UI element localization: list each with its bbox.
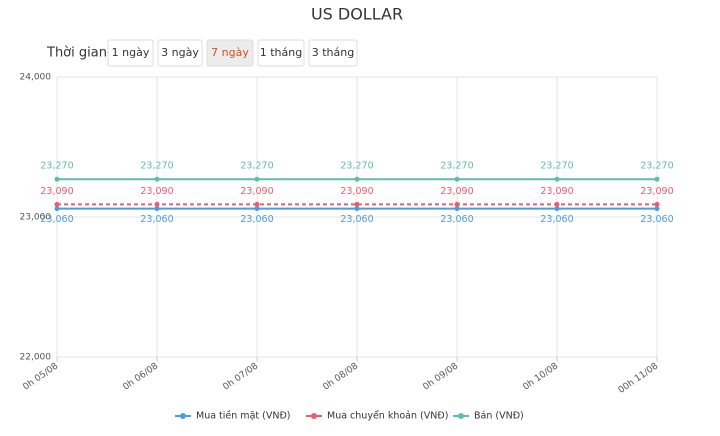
- range-button[interactable]: [257, 39, 305, 67]
- point: [354, 176, 360, 182]
- value-label: 23,270: [640, 161, 673, 172]
- range-button-label[interactable]: 3 ngày: [161, 46, 199, 59]
- value-label: 23,270: [340, 161, 373, 172]
- x-tick-label: 0h 05/08: [21, 361, 60, 392]
- point: [454, 176, 460, 182]
- value-label: 23,060: [540, 214, 573, 225]
- x-tick-label: 0h 07/08: [221, 361, 260, 392]
- value-label: 23,060: [40, 214, 73, 225]
- point: [154, 206, 160, 212]
- value-label: 23,090: [240, 186, 273, 197]
- point: [154, 201, 160, 207]
- legend-label[interactable]: Mua tiền mặt (VNĐ): [196, 411, 291, 422]
- legend-marker: [180, 413, 186, 419]
- value-label: 23,060: [340, 214, 373, 225]
- point: [254, 206, 260, 212]
- point: [654, 201, 660, 207]
- value-label: 23,060: [440, 214, 473, 225]
- value-label: 23,090: [140, 186, 173, 197]
- x-tick-label: 0h 08/08: [321, 361, 360, 392]
- value-label: 23,270: [40, 161, 73, 172]
- value-label: 23,060: [140, 214, 173, 225]
- point: [454, 201, 460, 207]
- value-label: 23,270: [140, 161, 173, 172]
- y-tick-label: 23,000: [20, 213, 52, 223]
- point: [354, 206, 360, 212]
- point: [354, 201, 360, 207]
- range-label: Thời gian:: [46, 46, 111, 61]
- legend-label[interactable]: Mua chuyển khoản (VNĐ): [327, 411, 448, 422]
- value-label: 23,270: [240, 161, 273, 172]
- range-button[interactable]: [107, 39, 154, 67]
- range-button[interactable]: [206, 39, 254, 67]
- point: [454, 206, 460, 212]
- point: [554, 206, 560, 212]
- point: [554, 201, 560, 207]
- value-label: 23,090: [440, 186, 473, 197]
- y-tick-label: 24,000: [20, 73, 52, 83]
- x-tick-label: 0h 09/08: [421, 361, 460, 392]
- point: [654, 176, 660, 182]
- range-button[interactable]: [308, 39, 358, 67]
- value-label: 23,060: [240, 214, 273, 225]
- point: [54, 206, 60, 212]
- x-tick-label: 0h 06/08: [121, 361, 160, 392]
- range-button-label[interactable]: 1 tháng: [260, 46, 302, 59]
- point: [154, 176, 160, 182]
- value-label: 23,060: [640, 214, 673, 225]
- legend-label[interactable]: Bán (VNĐ): [474, 411, 524, 422]
- range-button-label[interactable]: 3 tháng: [312, 46, 354, 59]
- value-label: 23,090: [640, 186, 673, 197]
- range-button[interactable]: [157, 39, 203, 67]
- point: [54, 176, 60, 182]
- y-tick-label: 22,000: [20, 353, 52, 363]
- point: [654, 206, 660, 212]
- value-label: 23,090: [40, 186, 73, 197]
- point: [254, 176, 260, 182]
- x-tick-label: 0h 10/08: [521, 361, 560, 392]
- range-button-label[interactable]: 1 ngày: [112, 46, 150, 59]
- chart-title: US DOLLAR: [311, 5, 403, 24]
- value-label: 23,270: [440, 161, 473, 172]
- point: [54, 201, 60, 207]
- point: [254, 201, 260, 207]
- range-button-label[interactable]: 7 ngày: [211, 46, 249, 59]
- value-label: 23,090: [540, 186, 573, 197]
- value-label: 23,270: [540, 161, 573, 172]
- legend-marker: [311, 413, 317, 419]
- value-label: 23,090: [340, 186, 373, 197]
- x-tick-label: 00h 11/08: [617, 361, 661, 396]
- point: [554, 176, 560, 182]
- legend-marker: [458, 413, 464, 419]
